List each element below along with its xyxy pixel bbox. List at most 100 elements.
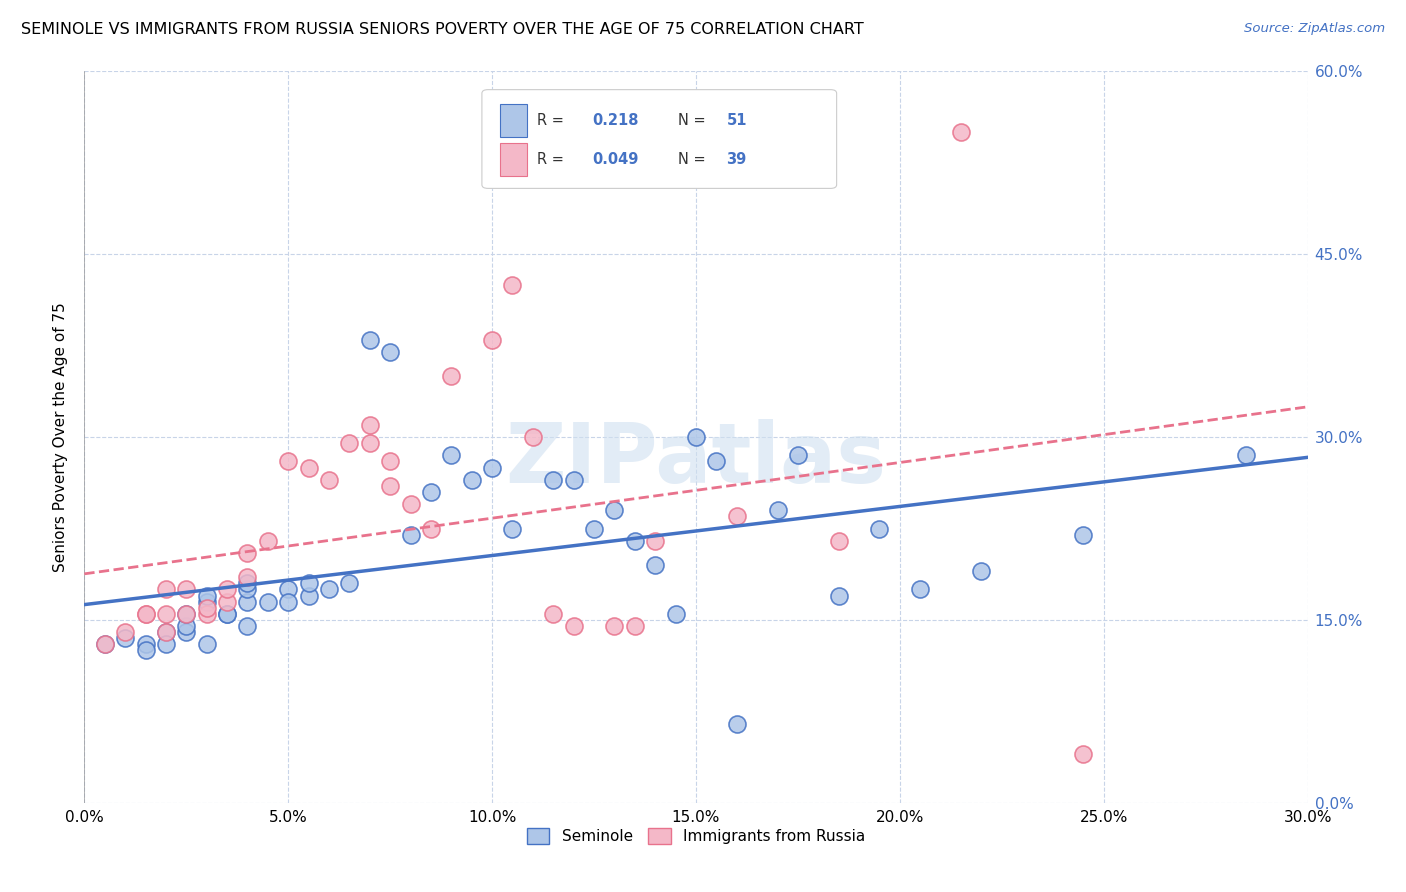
Point: [114, 632, 136, 646]
Point: [339, 576, 361, 591]
Point: [828, 589, 851, 603]
Point: [174, 582, 197, 597]
FancyBboxPatch shape: [482, 90, 837, 188]
Point: [174, 607, 197, 621]
Point: [725, 716, 748, 731]
Point: [624, 619, 647, 633]
Point: [583, 521, 606, 535]
Point: [277, 454, 299, 468]
Point: [155, 607, 177, 621]
Legend: Seminole, Immigrants from Russia: Seminole, Immigrants from Russia: [520, 822, 872, 850]
Point: [236, 594, 259, 608]
Point: [399, 497, 422, 511]
Point: [277, 582, 299, 597]
Point: [543, 473, 565, 487]
Text: 39: 39: [727, 152, 747, 167]
Point: [502, 277, 524, 292]
Point: [236, 546, 259, 560]
Text: R =: R =: [537, 152, 568, 167]
Point: [318, 473, 340, 487]
Point: [236, 582, 259, 597]
Point: [644, 533, 666, 548]
Point: [787, 448, 810, 462]
Point: [603, 503, 626, 517]
Point: [93, 637, 115, 651]
Point: [217, 607, 239, 621]
Point: [481, 333, 503, 347]
Point: [644, 558, 666, 573]
Point: [359, 333, 381, 347]
Point: [298, 576, 321, 591]
Point: [725, 509, 748, 524]
Point: [380, 454, 402, 468]
Point: [135, 607, 157, 621]
Point: [1073, 527, 1095, 541]
Point: [298, 460, 321, 475]
Point: [318, 582, 340, 597]
Point: [93, 637, 115, 651]
Point: [195, 594, 218, 608]
Point: [440, 448, 463, 462]
Point: [706, 454, 728, 468]
Point: [828, 533, 851, 548]
Point: [257, 594, 280, 608]
Point: [174, 619, 197, 633]
Point: [217, 594, 239, 608]
Point: [1073, 747, 1095, 761]
Point: [217, 582, 239, 597]
Point: [236, 619, 259, 633]
Y-axis label: Seniors Poverty Over the Age of 75: Seniors Poverty Over the Age of 75: [53, 302, 69, 572]
Point: [135, 607, 157, 621]
FancyBboxPatch shape: [501, 104, 527, 137]
Point: [257, 533, 280, 548]
Point: [685, 430, 707, 444]
Point: [114, 625, 136, 640]
Text: N =: N =: [678, 152, 706, 167]
Point: [603, 619, 626, 633]
Point: [155, 582, 177, 597]
Point: [970, 564, 993, 578]
Point: [155, 625, 177, 640]
Text: N =: N =: [678, 113, 706, 128]
Point: [481, 460, 503, 475]
Text: ZIPatlas: ZIPatlas: [506, 418, 886, 500]
Point: [869, 521, 891, 535]
Point: [236, 570, 259, 584]
Point: [502, 521, 524, 535]
Point: [155, 625, 177, 640]
Point: [195, 637, 218, 651]
Point: [359, 417, 381, 432]
Point: [236, 576, 259, 591]
Point: [380, 344, 402, 359]
Text: SEMINOLE VS IMMIGRANTS FROM RUSSIA SENIORS POVERTY OVER THE AGE OF 75 CORRELATIO: SEMINOLE VS IMMIGRANTS FROM RUSSIA SENIO…: [21, 22, 863, 37]
Point: [195, 607, 218, 621]
Point: [217, 607, 239, 621]
Point: [950, 125, 973, 139]
Point: [195, 600, 218, 615]
Point: [766, 503, 789, 517]
Point: [380, 479, 402, 493]
Text: 51: 51: [727, 113, 747, 128]
Point: [665, 607, 688, 621]
Point: [522, 430, 544, 444]
Text: R =: R =: [537, 113, 574, 128]
Point: [135, 643, 157, 657]
Text: 0.049: 0.049: [592, 152, 638, 167]
Point: [339, 436, 361, 450]
Point: [174, 625, 197, 640]
Point: [1236, 448, 1258, 462]
Point: [174, 607, 197, 621]
FancyBboxPatch shape: [501, 143, 527, 176]
Point: [420, 521, 443, 535]
Point: [195, 589, 218, 603]
Point: [420, 485, 443, 500]
Text: Source: ZipAtlas.com: Source: ZipAtlas.com: [1244, 22, 1385, 36]
Point: [543, 607, 565, 621]
Point: [399, 527, 422, 541]
Point: [277, 594, 299, 608]
Point: [359, 436, 381, 450]
Point: [155, 637, 177, 651]
Point: [624, 533, 647, 548]
Point: [298, 589, 321, 603]
Point: [135, 637, 157, 651]
